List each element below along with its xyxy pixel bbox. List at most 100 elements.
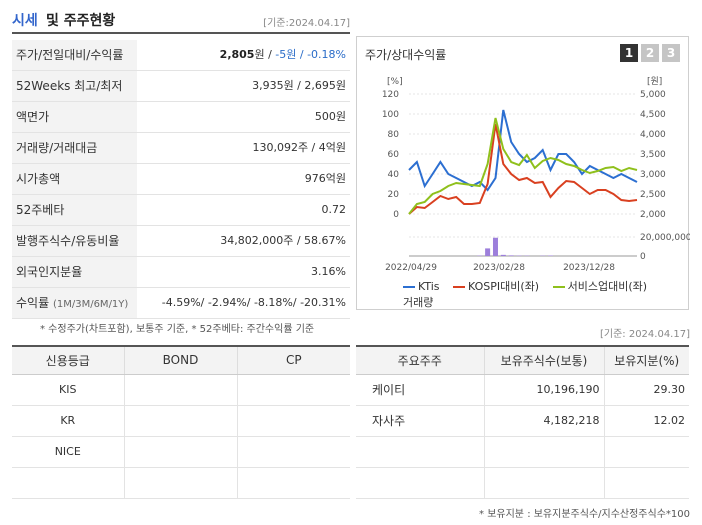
y-right-tick: 3,000 — [640, 170, 666, 180]
holders-header: 보유주식수(보통) — [484, 346, 605, 375]
reference-date: [기준:2024.04.17] — [263, 18, 350, 29]
chart-tab-2[interactable]: 2 — [641, 44, 659, 62]
volume-bar — [492, 237, 498, 256]
info-row-par-value: 액면가 500원 — [12, 102, 350, 133]
left-axis-unit: [%] — [387, 77, 403, 87]
info-label: 외국인지분율 — [12, 257, 137, 287]
legend-ktis: KTis — [403, 280, 440, 293]
info-row-returns: 수익률 (1M/3M/6M/1Y) -4.59%/ -2.94%/ -8.18%… — [12, 288, 350, 319]
legend-label: 거래량 — [403, 296, 434, 309]
chart-legend: KTis KOSPI대비(좌) 서비스업대비(좌) — [403, 278, 657, 294]
price-change: -5원 / -0.18% — [275, 48, 346, 61]
info-label: 발행주식수/유동비율 — [12, 226, 137, 256]
table-row: 자사주 4,182,218 12.02 — [356, 405, 689, 437]
info-label: 액면가 — [12, 102, 137, 132]
info-label: 거래량/거래대금 — [12, 133, 137, 163]
table-row — [356, 436, 689, 468]
info-label: 52주베타 — [12, 195, 137, 225]
y-left-tick: 40 — [388, 170, 400, 180]
section-header: 시세 및 주주현황 [기준:2024.04.17] — [12, 8, 350, 30]
table-row — [12, 467, 350, 499]
y-left-tick: 60 — [388, 150, 400, 160]
y-right-tick: 4,500 — [640, 110, 666, 120]
y-left-tick: 20 — [388, 190, 400, 200]
info-value: 2,805원 / -5원 / -0.18% — [220, 40, 346, 70]
volume-bar — [508, 255, 514, 256]
x-tick-label: 2023/12/28 — [563, 263, 615, 273]
info-value: 3,935원 / 2,695원 — [252, 79, 346, 92]
legend-kospi: KOSPI대비(좌) — [453, 278, 539, 294]
chart-tab-3[interactable]: 3 — [662, 44, 680, 62]
agency-cell — [12, 467, 125, 499]
returns-value: -4.59%/ -2.94%/ -8.18%/ -20.31% — [161, 296, 346, 309]
cp-cell — [237, 467, 350, 499]
legend-swatch — [552, 286, 565, 288]
info-row-foreign: 외국인지분율 3.16% — [12, 257, 350, 288]
x-tick-label: 2022/04/29 — [385, 263, 437, 273]
table-row: 케이티 10,196,190 29.30 — [356, 374, 689, 406]
section-title-sub: 및 주주현황 — [46, 13, 116, 29]
bond-cell — [124, 405, 238, 437]
table-row: NICE — [12, 436, 350, 468]
info-row-beta: 52주베타 0.72 — [12, 195, 350, 226]
legend-service: 서비스업대비(좌) — [552, 278, 647, 294]
returns-sublabel: (1M/3M/6M/1Y) — [52, 299, 129, 310]
cp-cell — [237, 374, 350, 406]
info-label: 주가/전일대비/수익률 — [12, 40, 137, 70]
y-right-tick: 3,500 — [640, 150, 666, 160]
cp-cell — [237, 436, 350, 468]
info-value: 130,092주 / 4억원 — [252, 141, 346, 154]
legend-label: KOSPI대비(좌) — [468, 280, 540, 293]
info-label: 수익률 (1M/3M/6M/1Y) — [12, 288, 137, 318]
price-chart: [%] [원] 120 5,000 100 4,500 80 4,000 60 3,500 40 3,… — [382, 76, 690, 273]
bond-cell — [124, 436, 238, 468]
series-line — [408, 123, 638, 215]
credit-header: BOND — [124, 346, 238, 375]
credit-header: 신용등급 — [12, 346, 125, 375]
info-value: 3.16% — [311, 265, 346, 278]
info-row-volume: 거래량/거래대금 130,092주 / 4억원 — [12, 133, 350, 164]
holder-pct — [604, 467, 689, 499]
volume-tick: 0 — [640, 252, 646, 262]
agency-cell: KR — [12, 405, 125, 437]
info-value: 500원 — [314, 110, 346, 123]
table-row — [356, 467, 689, 499]
credit-header: CP — [237, 346, 350, 375]
credit-rating-table: 신용등급 BOND CP KIS KR NICE — [12, 345, 350, 499]
info-value: 34,802,000주 / 58.67% — [220, 234, 346, 247]
price-value: 2,805 — [219, 48, 255, 61]
footnote-price: * 수정주가(차트포함), 보통주 기준, * 52주베타: 주간수익률 기준 — [40, 324, 315, 335]
holder-name: 자사주 — [356, 405, 485, 437]
bond-cell — [124, 467, 238, 499]
legend-label: KTis — [418, 280, 440, 293]
holder-name — [356, 436, 485, 468]
y-left-tick: 120 — [382, 90, 399, 100]
holder-shares — [484, 436, 605, 468]
y-right-tick: 5,000 — [640, 90, 666, 100]
stock-info-table: 주가/전일대비/수익률 2,805원 / -5원 / -0.18% 52Week… — [12, 40, 350, 319]
reference-date-2: [기준: 2024.04.17] — [599, 329, 690, 340]
y-left-tick: 80 — [388, 130, 400, 140]
price-unit: 원 / — [254, 48, 276, 61]
table-row: KR — [12, 405, 350, 437]
y-right-tick: 4,000 — [640, 130, 666, 140]
info-value: 976억원 — [304, 172, 346, 185]
footnote-holdings: * 보유지분 : 보유지분주식수/지수산정주식수*100 — [479, 509, 690, 520]
info-row-52weeks: 52Weeks 최고/최저 3,935원 / 2,695원 — [12, 71, 350, 102]
info-value: 0.72 — [321, 203, 347, 216]
holder-name: 케이티 — [356, 374, 485, 406]
y-left-tick: 0 — [393, 210, 399, 220]
series-line — [408, 117, 638, 215]
header-divider — [12, 32, 350, 34]
y-right-tick: 2,000 — [640, 210, 666, 220]
legend-swatch — [403, 286, 415, 288]
returns-label: 수익률 — [16, 296, 50, 310]
chart-tab-1[interactable]: 1 — [620, 44, 638, 62]
holders-header: 보유지분(%) — [604, 346, 689, 375]
holder-shares: 10,196,190 — [484, 374, 605, 406]
agency-cell: NICE — [12, 436, 125, 468]
volume-tick: 20,000,000 — [640, 233, 690, 243]
holder-pct: 12.02 — [604, 405, 689, 437]
major-shareholders-table: 주요주주 보유주식수(보통) 보유지분(%) 케이티 10,196,190 29.3… — [356, 345, 689, 499]
